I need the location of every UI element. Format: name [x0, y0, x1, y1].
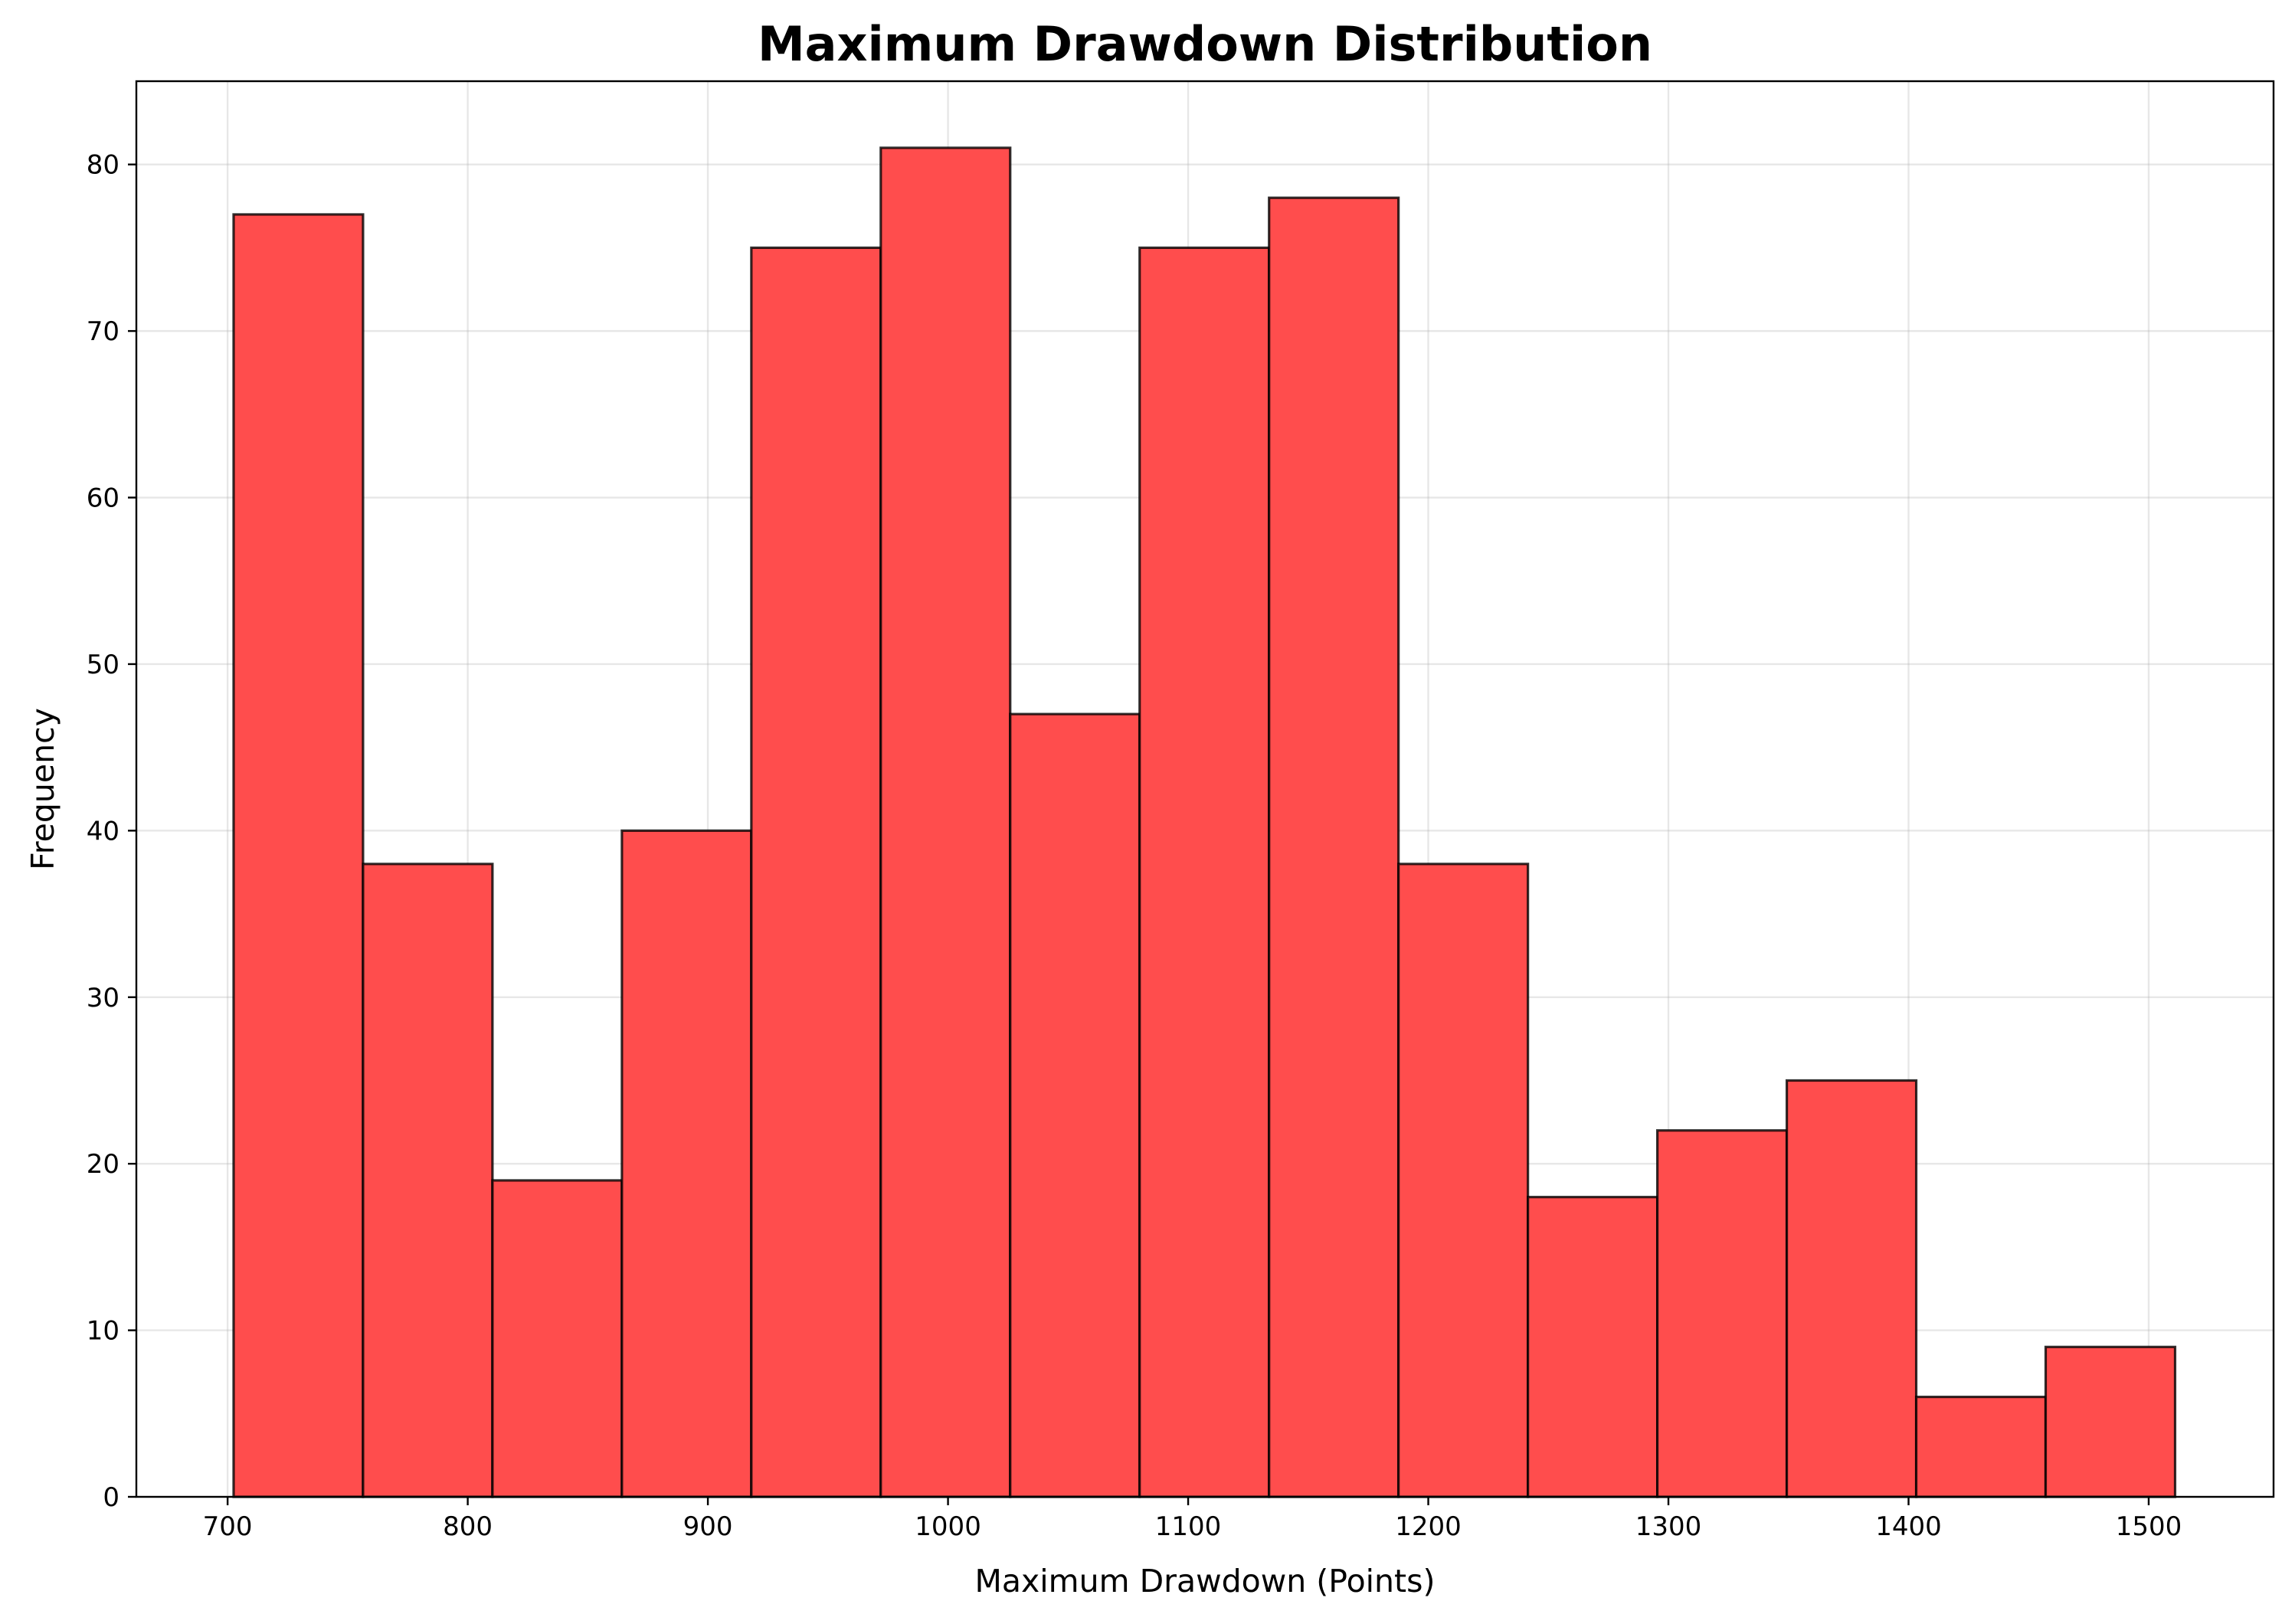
plot-area-frame — [135, 80, 2275, 1498]
x-tick-label: 1100 — [1155, 1511, 1222, 1542]
y-tick-label: 50 — [87, 650, 119, 680]
y-tick-label: 0 — [103, 1482, 119, 1513]
y-tick-label: 70 — [87, 316, 119, 347]
chart-title: Maximum Drawdown Distribution — [758, 16, 1652, 72]
y-axis-ticks: 0 10 20 30 40 50 60 70 80 — [87, 150, 136, 1513]
histogram-bar — [1656, 1129, 1789, 1498]
histogram-bar — [750, 246, 882, 1498]
histogram-bar — [1138, 246, 1271, 1498]
histogram-bar — [1009, 712, 1141, 1498]
histogram-bar — [879, 146, 1012, 1498]
x-tick-label: 1300 — [1635, 1511, 1702, 1542]
histogram-bar — [620, 829, 753, 1498]
y-tick-label: 80 — [87, 150, 119, 181]
y-axis-label: Frequency — [25, 708, 61, 870]
x-tick-label: 900 — [683, 1511, 733, 1542]
x-axis-label: Maximum Drawdown (Points) — [975, 1563, 1436, 1599]
y-tick-label: 20 — [87, 1149, 119, 1180]
histogram-bar — [1785, 1079, 1918, 1498]
histogram-bar — [1914, 1395, 2048, 1498]
x-tick-label: 1400 — [1875, 1511, 1942, 1542]
x-tick-label: 700 — [203, 1511, 253, 1542]
y-tick-label: 60 — [87, 483, 119, 514]
y-tick-label: 40 — [87, 816, 119, 846]
histogram-bar — [1397, 863, 1530, 1498]
histogram-bar — [232, 213, 365, 1498]
histogram-bar — [362, 863, 494, 1498]
histogram-bar — [1527, 1196, 1659, 1498]
x-tick-label: 1500 — [2116, 1511, 2182, 1542]
y-tick-label: 10 — [87, 1316, 119, 1347]
bars — [232, 146, 2177, 1498]
x-tick-label: 1000 — [915, 1511, 981, 1542]
histogram-bar — [2044, 1345, 2177, 1498]
x-axis-ticks: 700 800 900 1000 1100 1200 1300 1400 1500 — [203, 1497, 2182, 1542]
x-tick-label: 1200 — [1395, 1511, 1462, 1542]
histogram-bar — [1268, 196, 1400, 1498]
x-tick-label: 800 — [443, 1511, 493, 1542]
histogram-bar — [491, 1179, 624, 1498]
y-tick-label: 30 — [87, 983, 119, 1013]
